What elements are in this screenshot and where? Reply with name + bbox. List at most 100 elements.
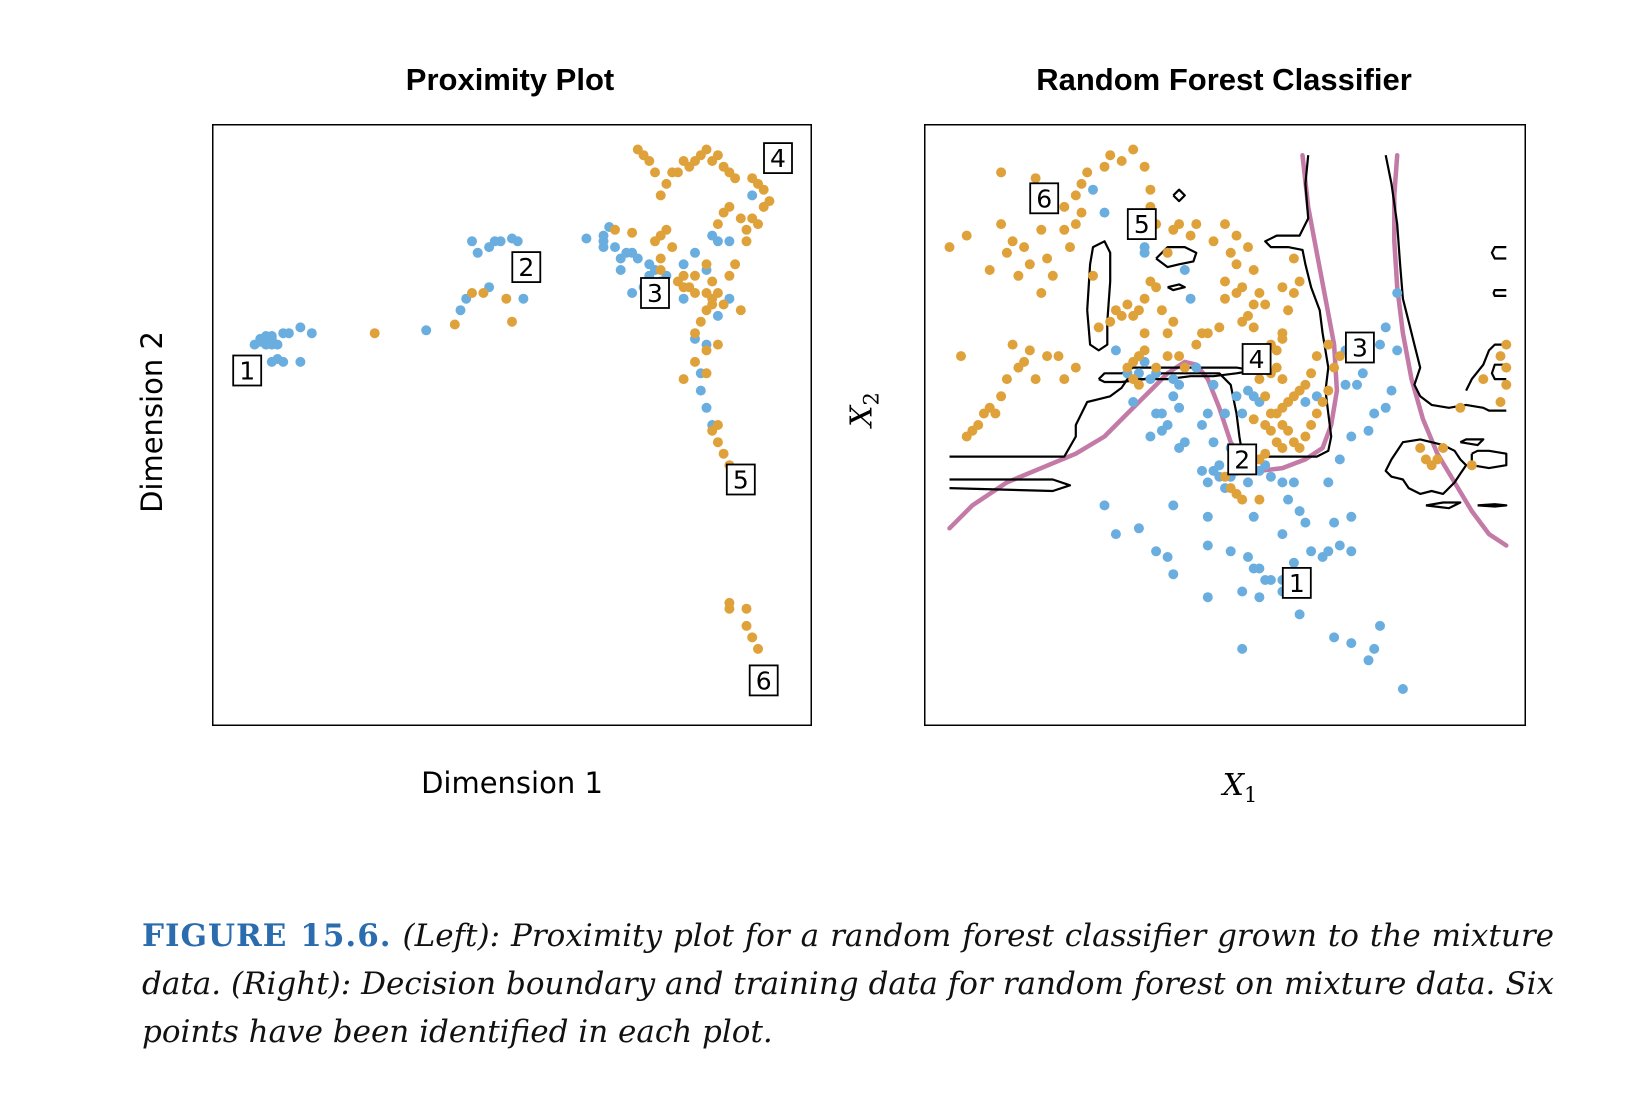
right-orange-point-81 — [1145, 184, 1156, 195]
right-blue-point-3 — [1139, 247, 1150, 258]
right-blue-point-96 — [1202, 511, 1213, 522]
right-bayes-boundary-1 — [1392, 152, 1509, 548]
left-blue-point-35 — [610, 242, 620, 253]
right-orange-point-32 — [1139, 328, 1150, 339]
left-orange-point-78 — [747, 632, 758, 643]
right-orange-point-159 — [1501, 339, 1512, 350]
right-orange-point-90 — [1059, 201, 1070, 212]
right-blue-point-28 — [1231, 391, 1242, 402]
right-blue-point-51 — [1099, 500, 1110, 511]
left-marker-5: 5 — [725, 463, 756, 496]
right-orange-point-68 — [1254, 288, 1265, 298]
right-orange-point-104 — [996, 391, 1007, 402]
right-orange-point-49 — [1231, 259, 1242, 270]
right-orange-point-63 — [1294, 276, 1305, 287]
right-y-axis-symbol: X — [844, 405, 880, 427]
right-orange-point-156 — [1501, 379, 1512, 390]
right-orange-point-12 — [1036, 224, 1047, 235]
left-marker-label-3: 3 — [647, 279, 663, 308]
right-x-axis-symbol: X — [1222, 768, 1244, 803]
right-blue-point-104 — [1346, 638, 1357, 649]
right-orange-point-13 — [1059, 224, 1070, 235]
right-rf-boundary-14 — [1490, 363, 1507, 381]
left-blue-point-58 — [747, 190, 758, 201]
right-orange-point-86 — [1099, 161, 1110, 172]
right-orange-point-95 — [1030, 374, 1041, 385]
right-orange-point-92 — [1047, 270, 1058, 281]
left-orange-point-3 — [467, 288, 477, 298]
right-x-axis-label: X1 — [1190, 768, 1290, 807]
right-orange-point-39 — [1151, 362, 1162, 373]
left-orange-point-11 — [667, 242, 678, 253]
right-orange-point-150 — [1225, 483, 1236, 494]
left-marker-1: 1 — [232, 354, 263, 387]
left-marker-6: 6 — [748, 664, 779, 697]
right-orange-point-153 — [1466, 460, 1477, 471]
right-blue-point-107 — [1375, 620, 1385, 631]
right-blue-point-6 — [1110, 345, 1121, 356]
left-marker-box-5 — [725, 463, 756, 496]
right-marker-label-5: 5 — [1134, 210, 1150, 239]
left-blue-point-7 — [272, 339, 283, 350]
right-orange-point-43 — [1191, 339, 1202, 350]
right-orange-point-46 — [1214, 322, 1225, 333]
right-orange-point-128 — [1311, 351, 1322, 362]
right-orange-point-28 — [1151, 282, 1162, 293]
left-orange-point-2 — [507, 316, 517, 327]
right-rf-boundary-9 — [1470, 449, 1508, 470]
left-orange-point-0 — [369, 328, 380, 339]
right-rf-boundary-5 — [1167, 283, 1186, 292]
right-orange-point-91 — [1042, 253, 1053, 264]
left-orange-point-79 — [753, 643, 763, 654]
right-orange-point-140 — [1265, 425, 1276, 436]
right-blue-point-83 — [1380, 322, 1391, 333]
right-orange-point-4 — [1070, 219, 1081, 230]
left-blue-point-22 — [495, 236, 506, 247]
right-rf-boundary-8 — [1384, 438, 1468, 495]
right-orange-point-29 — [1156, 305, 1167, 316]
right-blue-point-90 — [1197, 420, 1207, 430]
right-blue-point-4 — [1179, 265, 1190, 275]
right-blue-point-44 — [1243, 477, 1253, 488]
right-blue-point-24 — [1179, 437, 1190, 448]
left-orange-point-14 — [655, 253, 666, 264]
right-orange-point-10 — [984, 265, 995, 275]
right-blue-point-27 — [1220, 408, 1230, 419]
right-blue-point-87 — [1380, 402, 1391, 413]
right-orange-point-154 — [1478, 374, 1489, 385]
right-blue-point-105 — [1363, 655, 1374, 666]
left-blue-point-40 — [615, 265, 626, 275]
right-orange-point-7 — [1007, 236, 1018, 247]
right-orange-point-107 — [978, 408, 989, 419]
right-blue-point-86 — [1386, 385, 1397, 396]
right-orange-point-160 — [1438, 443, 1449, 453]
right-orange-point-137 — [1277, 374, 1288, 385]
left-chart-title: Proximity Plot — [405, 62, 615, 97]
left-orange-point-40 — [753, 219, 763, 230]
left-blue-point-54 — [724, 236, 735, 247]
left-orange-point-70 — [707, 425, 718, 436]
left-blue-point-63 — [695, 385, 706, 396]
right-orange-point-45 — [1202, 328, 1213, 339]
right-blue-point-48 — [1202, 477, 1213, 488]
right-blue-point-91 — [1156, 425, 1167, 436]
right-marker-box-4 — [1241, 343, 1272, 375]
left-orange-point-26 — [701, 305, 712, 316]
right-marker-4: 4 — [1241, 343, 1272, 375]
right-orange-point-163 — [1420, 454, 1431, 465]
right-blue-point-57 — [1243, 552, 1253, 562]
right-blue-point-74 — [1363, 425, 1374, 436]
right-blue-point-64 — [1288, 557, 1299, 568]
right-marker-label-1: 1 — [1289, 569, 1305, 598]
right-orange-point-124 — [1323, 385, 1334, 396]
left-blue-point-56 — [712, 310, 723, 321]
left-orange-point-59 — [655, 190, 666, 201]
right-orange-point-3 — [1076, 207, 1087, 218]
right-orange-point-144 — [1260, 448, 1271, 459]
left-blue-point-47 — [678, 259, 689, 270]
left-orange-point-35 — [724, 270, 735, 281]
right-orange-point-5 — [996, 219, 1007, 230]
left-orange-point-37 — [741, 236, 752, 247]
right-blue-point-17 — [1168, 391, 1179, 402]
right-orange-point-113 — [1260, 391, 1271, 402]
